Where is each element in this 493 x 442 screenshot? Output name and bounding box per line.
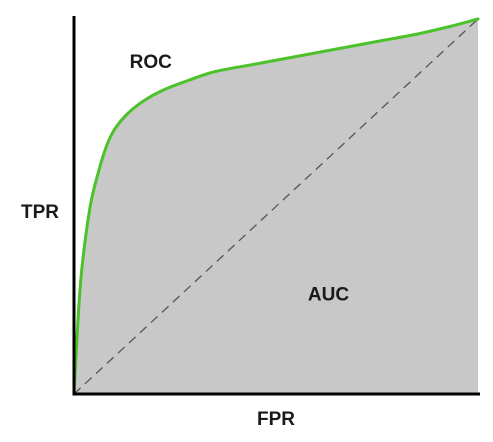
roc-annotation: ROC — [130, 52, 173, 73]
y-axis-label: TPR — [21, 202, 59, 223]
x-axis-label: FPR — [257, 409, 295, 430]
auc-annotation: AUC — [308, 284, 349, 305]
diagonal-reference-line — [73, 18, 479, 395]
roc-curve — [72, 17, 480, 396]
